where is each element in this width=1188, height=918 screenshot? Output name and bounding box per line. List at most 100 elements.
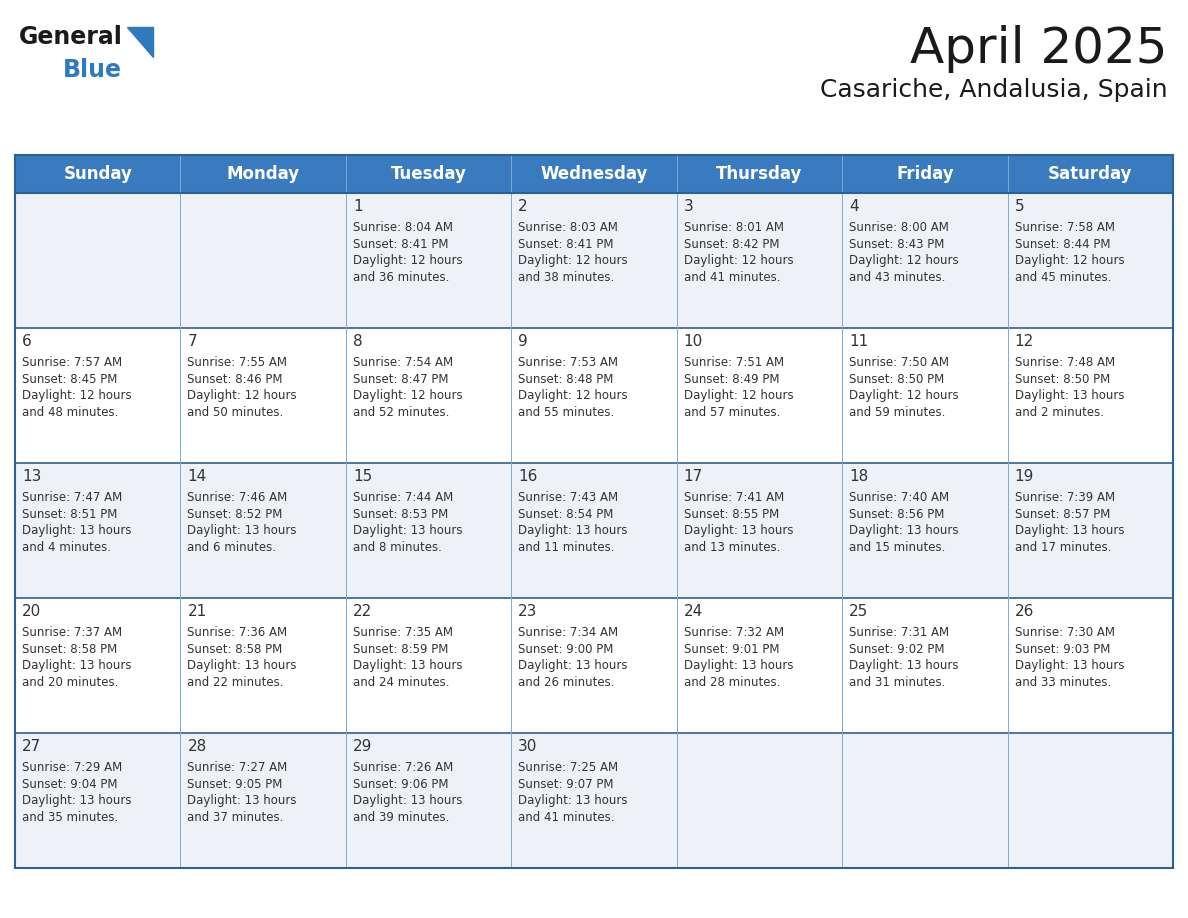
Bar bbox=[511, 193, 677, 328]
Bar bbox=[181, 733, 346, 868]
Text: 14: 14 bbox=[188, 469, 207, 484]
Text: Sunset: 8:57 PM: Sunset: 8:57 PM bbox=[1015, 508, 1110, 521]
Text: 4: 4 bbox=[849, 199, 859, 214]
Text: Daylight: 13 hours: Daylight: 13 hours bbox=[684, 524, 794, 537]
Text: Saturday: Saturday bbox=[1048, 165, 1132, 183]
Text: Daylight: 12 hours: Daylight: 12 hours bbox=[518, 389, 628, 402]
Text: Sunset: 9:05 PM: Sunset: 9:05 PM bbox=[188, 778, 283, 790]
Text: Sunset: 9:07 PM: Sunset: 9:07 PM bbox=[518, 778, 614, 790]
Bar bbox=[346, 193, 511, 328]
Text: and 41 minutes.: and 41 minutes. bbox=[684, 271, 781, 284]
Bar bbox=[1007, 598, 1173, 733]
Text: Sunrise: 7:41 AM: Sunrise: 7:41 AM bbox=[684, 491, 784, 504]
Text: Sunset: 8:48 PM: Sunset: 8:48 PM bbox=[518, 373, 614, 386]
Text: 26: 26 bbox=[1015, 604, 1034, 619]
Bar bbox=[677, 463, 842, 598]
Text: Sunrise: 7:58 AM: Sunrise: 7:58 AM bbox=[1015, 221, 1114, 234]
Text: Daylight: 12 hours: Daylight: 12 hours bbox=[518, 254, 628, 267]
Text: Sunrise: 7:32 AM: Sunrise: 7:32 AM bbox=[684, 626, 784, 639]
Text: 27: 27 bbox=[23, 739, 42, 754]
Text: 9: 9 bbox=[518, 334, 527, 349]
Text: Sunset: 8:43 PM: Sunset: 8:43 PM bbox=[849, 238, 944, 251]
Text: 16: 16 bbox=[518, 469, 538, 484]
Text: Daylight: 13 hours: Daylight: 13 hours bbox=[1015, 389, 1124, 402]
Bar bbox=[842, 193, 1007, 328]
Text: Daylight: 12 hours: Daylight: 12 hours bbox=[849, 254, 959, 267]
Text: and 28 minutes.: and 28 minutes. bbox=[684, 676, 781, 688]
Bar bbox=[511, 328, 677, 463]
Text: 24: 24 bbox=[684, 604, 703, 619]
Text: Daylight: 13 hours: Daylight: 13 hours bbox=[353, 794, 462, 807]
Bar bbox=[842, 733, 1007, 868]
Text: Sunrise: 7:35 AM: Sunrise: 7:35 AM bbox=[353, 626, 453, 639]
Bar bbox=[677, 328, 842, 463]
Text: Sunrise: 7:44 AM: Sunrise: 7:44 AM bbox=[353, 491, 453, 504]
Text: 17: 17 bbox=[684, 469, 703, 484]
Text: and 36 minutes.: and 36 minutes. bbox=[353, 271, 449, 284]
Text: 8: 8 bbox=[353, 334, 362, 349]
Text: Blue: Blue bbox=[63, 58, 122, 82]
Text: and 22 minutes.: and 22 minutes. bbox=[188, 676, 284, 688]
Text: Daylight: 13 hours: Daylight: 13 hours bbox=[849, 659, 959, 672]
Text: and 15 minutes.: and 15 minutes. bbox=[849, 541, 946, 554]
Bar bbox=[15, 328, 181, 463]
Text: Daylight: 13 hours: Daylight: 13 hours bbox=[1015, 659, 1124, 672]
Text: Sunrise: 7:31 AM: Sunrise: 7:31 AM bbox=[849, 626, 949, 639]
Text: Sunrise: 7:43 AM: Sunrise: 7:43 AM bbox=[518, 491, 619, 504]
Text: Daylight: 13 hours: Daylight: 13 hours bbox=[518, 794, 627, 807]
Text: 13: 13 bbox=[23, 469, 42, 484]
Text: and 39 minutes.: and 39 minutes. bbox=[353, 811, 449, 823]
Text: Sunrise: 7:30 AM: Sunrise: 7:30 AM bbox=[1015, 626, 1114, 639]
Bar bbox=[677, 733, 842, 868]
Text: Daylight: 12 hours: Daylight: 12 hours bbox=[188, 389, 297, 402]
Bar bbox=[842, 155, 1007, 193]
Text: Thursday: Thursday bbox=[716, 165, 803, 183]
Text: Sunrise: 7:54 AM: Sunrise: 7:54 AM bbox=[353, 356, 453, 369]
Text: and 2 minutes.: and 2 minutes. bbox=[1015, 406, 1104, 419]
Text: 1: 1 bbox=[353, 199, 362, 214]
Text: Sunrise: 7:55 AM: Sunrise: 7:55 AM bbox=[188, 356, 287, 369]
Text: Daylight: 12 hours: Daylight: 12 hours bbox=[23, 389, 132, 402]
Text: Sunset: 9:03 PM: Sunset: 9:03 PM bbox=[1015, 643, 1110, 655]
Text: 7: 7 bbox=[188, 334, 197, 349]
Text: Daylight: 13 hours: Daylight: 13 hours bbox=[684, 659, 794, 672]
Text: Daylight: 13 hours: Daylight: 13 hours bbox=[188, 659, 297, 672]
Text: 15: 15 bbox=[353, 469, 372, 484]
Bar bbox=[15, 155, 1173, 868]
Text: Sunset: 9:06 PM: Sunset: 9:06 PM bbox=[353, 778, 448, 790]
Text: Sunset: 8:52 PM: Sunset: 8:52 PM bbox=[188, 508, 283, 521]
Text: Sunday: Sunday bbox=[63, 165, 132, 183]
Text: 20: 20 bbox=[23, 604, 42, 619]
Text: Sunrise: 7:27 AM: Sunrise: 7:27 AM bbox=[188, 761, 287, 774]
Text: 2: 2 bbox=[518, 199, 527, 214]
Text: Sunset: 8:50 PM: Sunset: 8:50 PM bbox=[849, 373, 944, 386]
Text: Sunrise: 7:57 AM: Sunrise: 7:57 AM bbox=[23, 356, 122, 369]
Bar bbox=[15, 598, 181, 733]
Text: Sunset: 8:58 PM: Sunset: 8:58 PM bbox=[188, 643, 283, 655]
Bar bbox=[1007, 155, 1173, 193]
Text: Sunrise: 7:50 AM: Sunrise: 7:50 AM bbox=[849, 356, 949, 369]
Text: and 24 minutes.: and 24 minutes. bbox=[353, 676, 449, 688]
Text: 19: 19 bbox=[1015, 469, 1034, 484]
Text: Sunset: 8:54 PM: Sunset: 8:54 PM bbox=[518, 508, 614, 521]
Text: and 20 minutes.: and 20 minutes. bbox=[23, 676, 119, 688]
Text: Sunset: 8:59 PM: Sunset: 8:59 PM bbox=[353, 643, 448, 655]
Text: Sunrise: 7:47 AM: Sunrise: 7:47 AM bbox=[23, 491, 122, 504]
Text: 28: 28 bbox=[188, 739, 207, 754]
Text: Daylight: 12 hours: Daylight: 12 hours bbox=[353, 254, 462, 267]
Bar bbox=[181, 463, 346, 598]
Text: Daylight: 12 hours: Daylight: 12 hours bbox=[1015, 254, 1124, 267]
Bar bbox=[677, 155, 842, 193]
Text: and 59 minutes.: and 59 minutes. bbox=[849, 406, 946, 419]
Bar bbox=[842, 328, 1007, 463]
Text: and 8 minutes.: and 8 minutes. bbox=[353, 541, 442, 554]
Bar bbox=[511, 463, 677, 598]
Text: and 6 minutes.: and 6 minutes. bbox=[188, 541, 277, 554]
Text: and 50 minutes.: and 50 minutes. bbox=[188, 406, 284, 419]
Text: Sunrise: 7:37 AM: Sunrise: 7:37 AM bbox=[23, 626, 122, 639]
Bar bbox=[346, 463, 511, 598]
Text: Sunrise: 7:53 AM: Sunrise: 7:53 AM bbox=[518, 356, 618, 369]
Text: 30: 30 bbox=[518, 739, 538, 754]
Bar bbox=[181, 598, 346, 733]
Text: Sunset: 8:41 PM: Sunset: 8:41 PM bbox=[353, 238, 448, 251]
